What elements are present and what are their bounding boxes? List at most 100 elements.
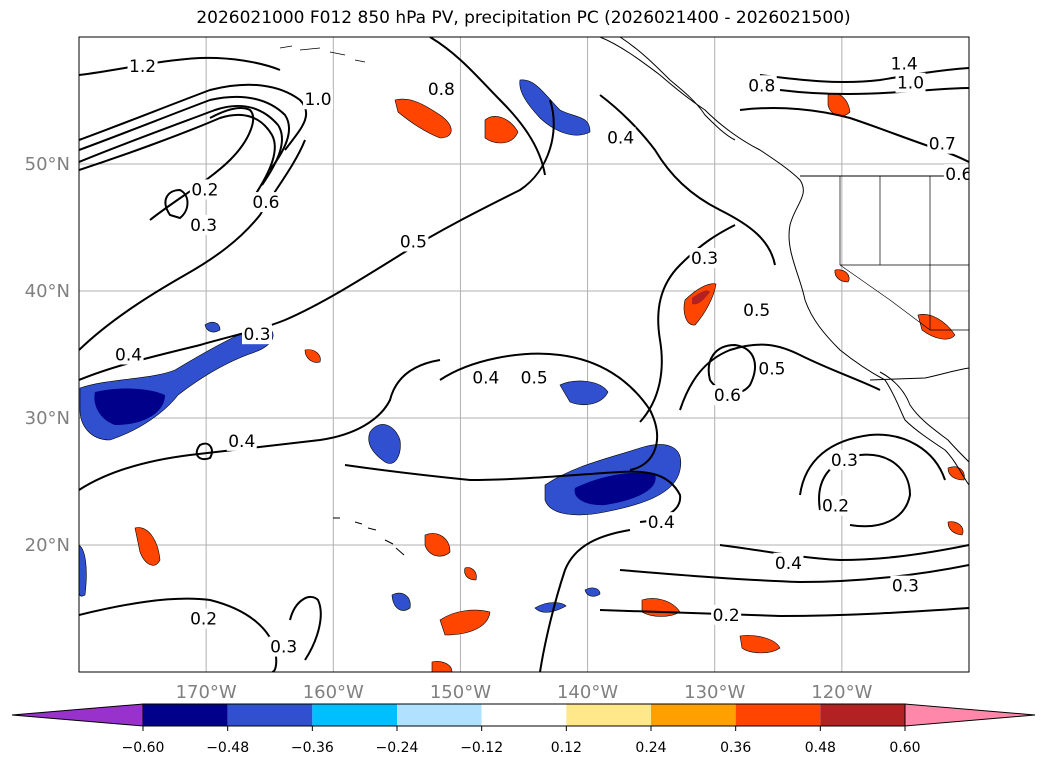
colorbar-segment	[735, 704, 821, 726]
contour-label-bg	[712, 385, 743, 406]
colorbar-tick-label: 0.36	[720, 740, 751, 756]
lat-tick-label: 50°N	[25, 154, 70, 175]
contour-label-bg	[268, 636, 299, 657]
precipitation-shading	[79, 79, 965, 672]
contour-label: 0.3	[831, 451, 858, 471]
contour-label-bg	[746, 75, 777, 96]
pv-contour-line	[344, 464, 682, 523]
contour-label: 0.8	[748, 76, 775, 96]
precip-blob-negative	[368, 424, 401, 464]
pv-contour-line	[79, 113, 276, 196]
pv-contour-line	[79, 359, 441, 491]
contour-label-bg	[242, 324, 272, 345]
colorbar-segment	[566, 704, 651, 726]
contour-label-bg	[829, 449, 860, 470]
precip-blob-positive	[439, 609, 491, 636]
pv-contour-line	[639, 224, 736, 423]
precip-blob-positive	[424, 533, 451, 557]
contour-label: 0.5	[400, 232, 427, 252]
contour-label: 0.3	[190, 216, 217, 236]
lat-tick-label: 20°N	[25, 535, 70, 556]
lat-tick-label: 40°N	[25, 281, 70, 302]
colorbar-tick-label: 0.24	[635, 740, 666, 756]
state-borders	[839, 176, 969, 331]
contour-label-bg	[188, 608, 219, 629]
pv-contour-line	[149, 107, 255, 221]
contour-label-bg	[250, 192, 281, 213]
contour-label-bg	[689, 247, 720, 268]
contour-label-bg	[646, 512, 677, 533]
contour-label: 0.2	[713, 606, 740, 626]
contour-label: 0.3	[691, 249, 718, 269]
contour-label-bg	[303, 89, 334, 110]
pv-contour-line	[719, 544, 969, 562]
contour-label: 0.5	[758, 359, 785, 379]
lon-tick-label: 160°W	[303, 682, 364, 703]
colorbar-tick-label: −0.48	[206, 740, 249, 756]
contour-label-bg	[889, 53, 920, 74]
pv-contours	[79, 37, 969, 672]
alaska-coastline	[619, 37, 736, 141]
precip-blob-negative	[519, 79, 591, 136]
coastlines	[279, 37, 969, 556]
hawaiian-islands	[333, 517, 405, 556]
contour-label: 0.2	[190, 610, 217, 630]
pv-contour-line	[79, 99, 555, 381]
precip-blob-negative-core	[574, 472, 656, 506]
contour-label-bg	[113, 344, 144, 365]
pv-contour-line	[79, 139, 306, 351]
contour-label: 0.4	[115, 346, 142, 366]
pv-contour-line	[429, 37, 546, 176]
colorbar-segment	[227, 704, 313, 726]
precip-blob-positive-core	[692, 290, 710, 305]
lon-tick-label: 150°W	[430, 682, 491, 703]
precip-blob-positive	[464, 567, 477, 581]
pv-contour-line	[539, 529, 631, 672]
contour-label: 0.8	[428, 80, 455, 100]
contour-label-bg	[927, 133, 958, 154]
precip-blob-negative	[391, 592, 411, 611]
pv-contour-line	[164, 188, 189, 220]
precip-blob-positive	[431, 661, 453, 672]
contour-label: 0.4	[607, 128, 634, 148]
contour-label-bg	[470, 367, 501, 388]
contour-label-bg	[741, 300, 772, 321]
contour-label-bg	[426, 79, 457, 100]
lon-tick-label: 130°W	[684, 682, 745, 703]
colorbar-segment	[481, 704, 567, 726]
colorbar-segment	[143, 704, 228, 726]
contour-label: 0.4	[648, 513, 675, 533]
contour-label: 0.2	[822, 497, 849, 517]
contour-label-bg	[226, 430, 257, 451]
precip-blob-positive	[134, 527, 161, 566]
pv-contour-line	[599, 607, 969, 618]
contour-label: 1.4	[891, 55, 918, 75]
contour-label: 0.4	[775, 554, 802, 574]
map-frame	[78, 36, 970, 673]
contour-label: 0.6	[252, 193, 279, 213]
contour-label: 0.3	[270, 638, 297, 658]
precip-blob-positive	[394, 98, 452, 139]
contour-label-bg	[890, 575, 921, 596]
colorbar-tick-label: −0.24	[376, 740, 419, 756]
map-axis-labels: 170°W 160°W 150°W 140°W 130°W 120°W 20°N 30°N 40…	[25, 154, 873, 703]
precip-blob-negative	[204, 321, 221, 333]
colorbar-segment	[312, 704, 397, 726]
precip-blob-positive	[834, 269, 850, 283]
contour-label: 0.4	[228, 432, 255, 452]
contour-label-bg	[756, 358, 787, 379]
baja-california-coastline	[879, 371, 969, 463]
contour-label-bg	[820, 495, 851, 516]
colorbar-segment	[651, 704, 736, 726]
pv-contour-line	[619, 564, 969, 584]
lat-tick-label: 30°N	[25, 408, 70, 429]
contour-label-bg	[188, 214, 219, 235]
lon-tick-label: 140°W	[557, 682, 618, 703]
contour-label-bg	[127, 56, 158, 77]
contour-label: 0.4	[472, 368, 499, 388]
pv-contour-line	[818, 453, 912, 528]
colorbar-extend-max	[904, 703, 1036, 727]
colorbar-segment	[820, 704, 905, 726]
contour-label-bg	[943, 164, 969, 185]
